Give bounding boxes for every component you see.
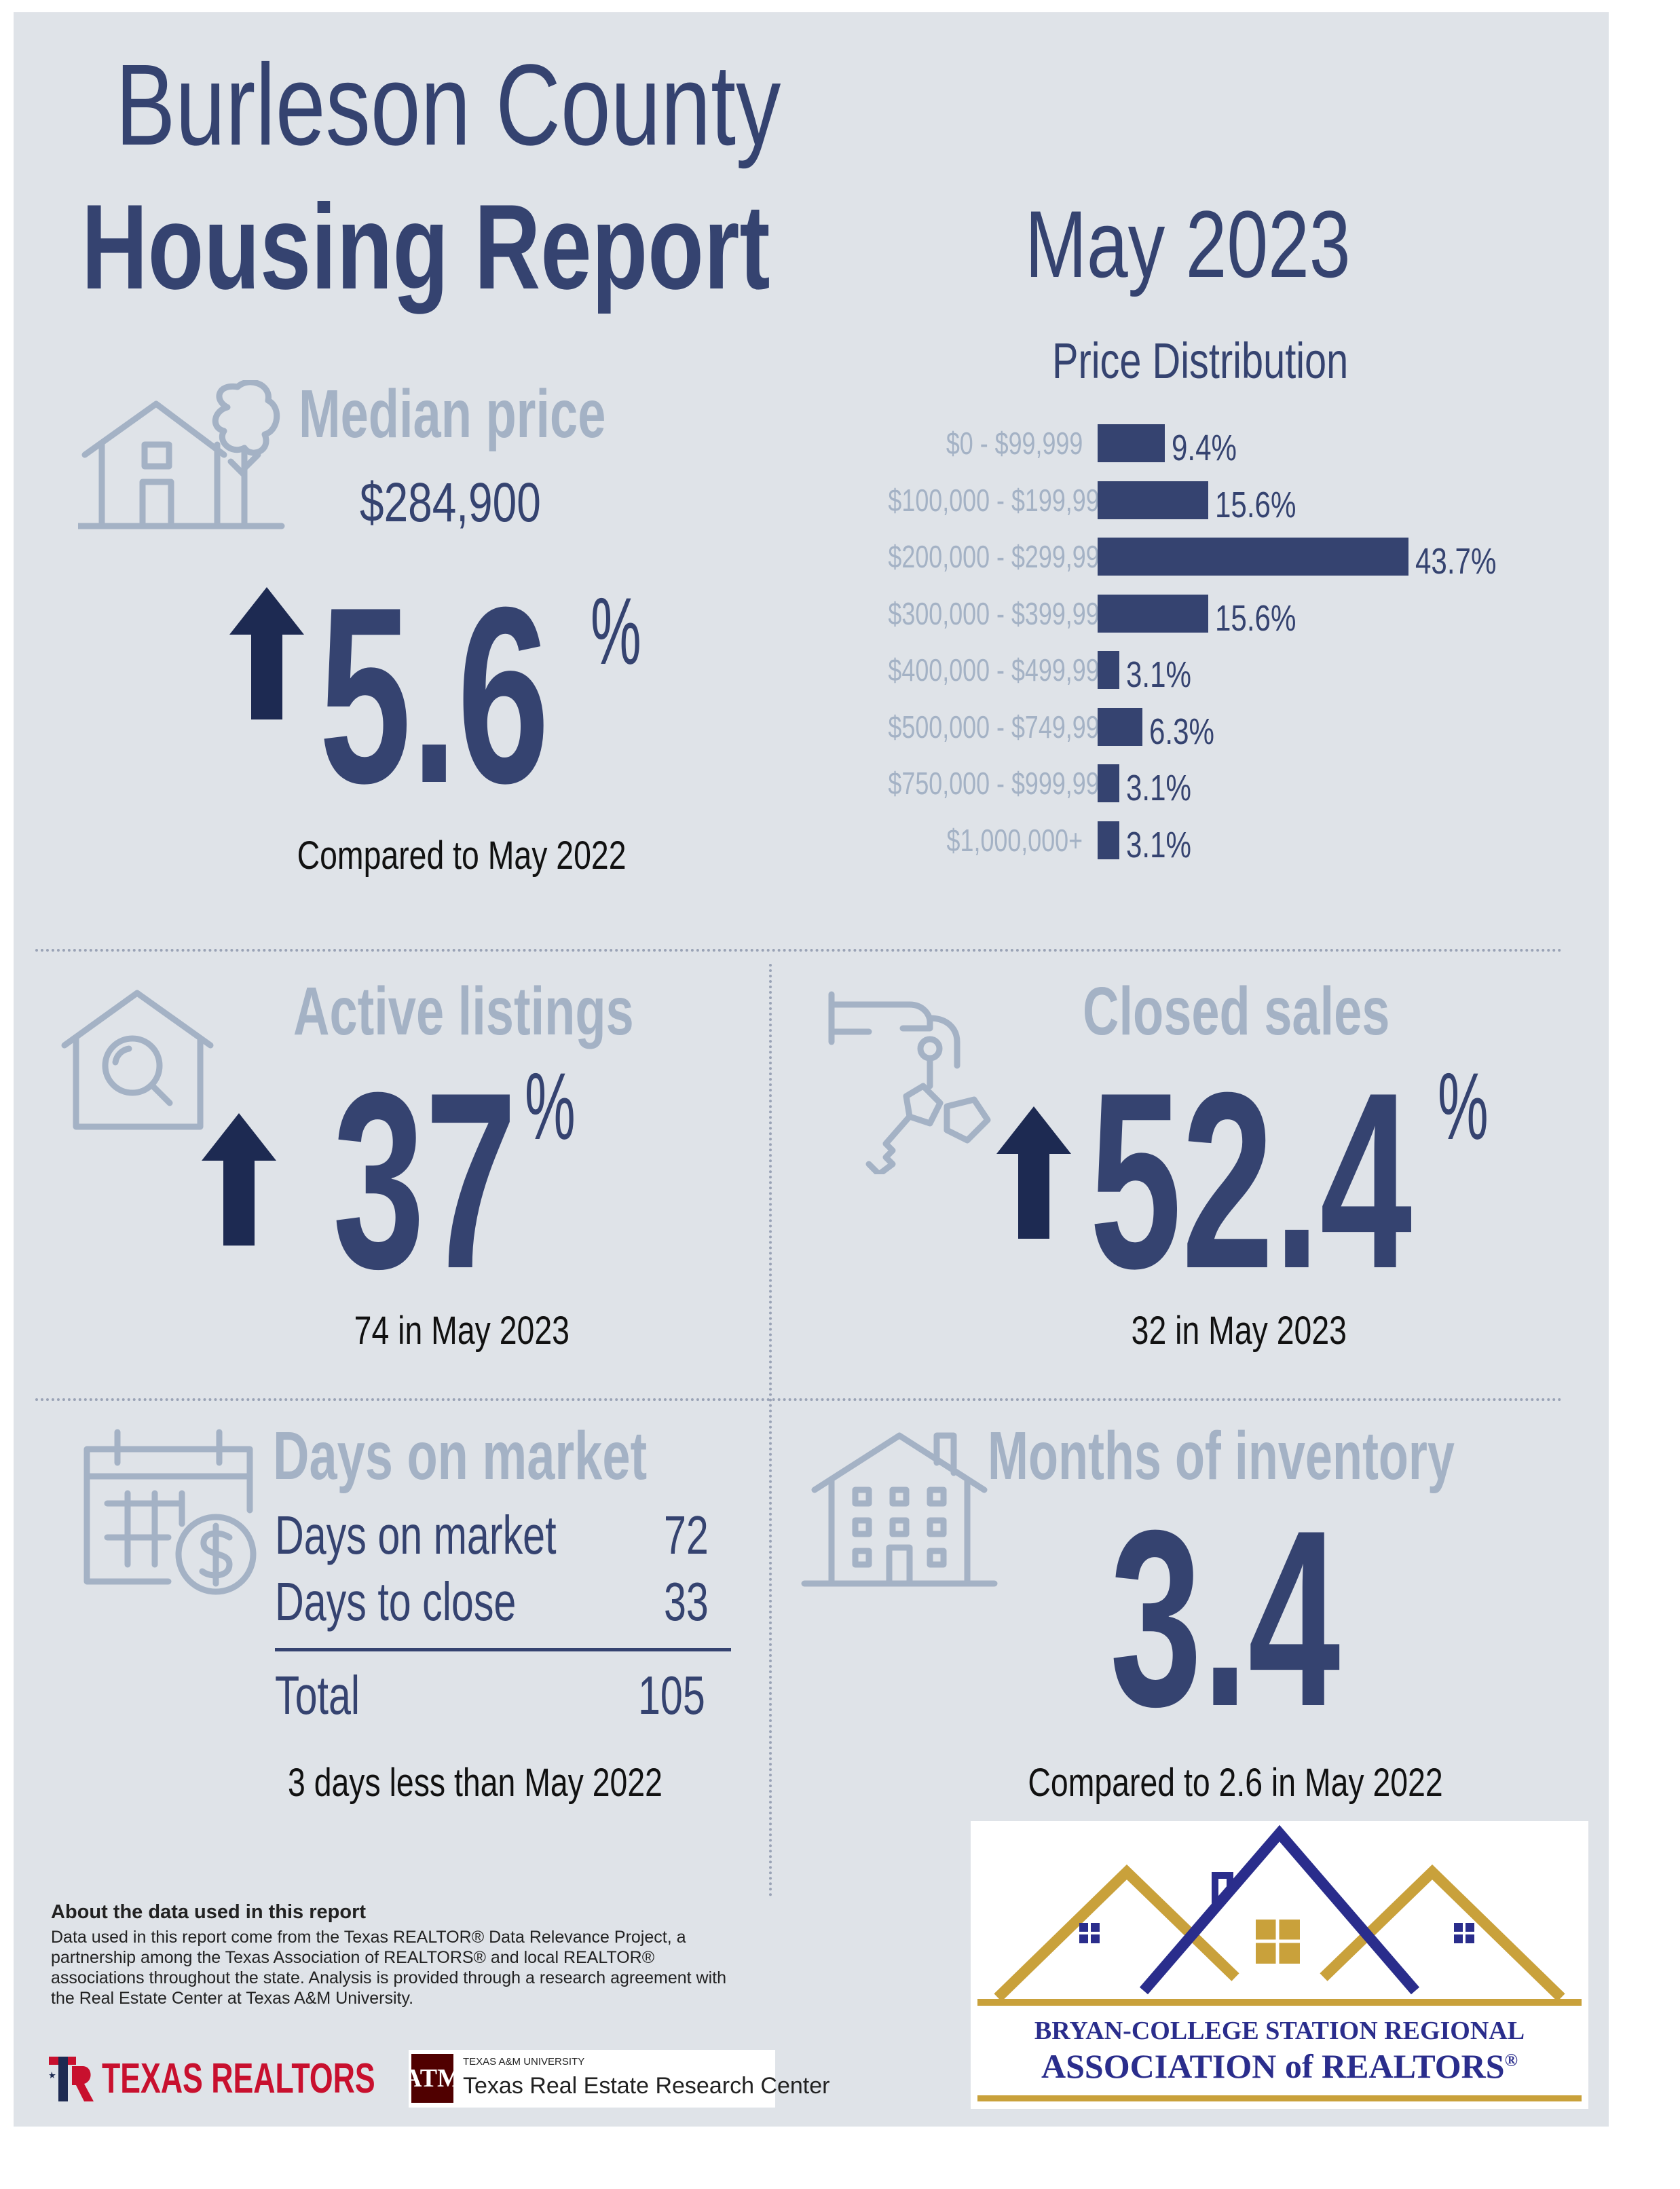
bcs-line2: ASSOCIATION of REALTORS® [971, 2049, 1588, 2083]
median-price-caption: Compared to May 2022 [297, 834, 627, 878]
divider-vertical [769, 964, 772, 1897]
arrow-up-icon [202, 1113, 276, 1246]
months-inventory-caption: Compared to 2.6 in May 2022 [1028, 1761, 1443, 1805]
days-on-market-value: 72 [664, 1505, 709, 1565]
active-listings-title: Active listings [293, 973, 634, 1049]
total-label: Total [275, 1665, 360, 1725]
house-tree-icon [78, 380, 285, 529]
bcs-line2-text: ASSOCIATION of REALTORS [1041, 2047, 1505, 2085]
house-search-icon [61, 990, 214, 1130]
report-sheet [14, 12, 1609, 2127]
svg-text:ATM: ATM [411, 2064, 453, 2093]
about-heading: About the data used in this report [51, 1901, 367, 1923]
report-month: May 2023 [1025, 191, 1351, 297]
bcs-line1: BRYAN-COLLEGE STATION REGIONAL [1034, 2017, 1525, 2045]
median-price-change: 5.6 [319, 555, 550, 836]
active-listings-change: 37 [333, 1041, 517, 1321]
months-inventory-value: 3.4 [1110, 1478, 1341, 1759]
days-on-market-title: Days on market [273, 1418, 648, 1494]
tamu-university-text: TEXAS A&M UNIVERSITY [463, 2056, 585, 2068]
divider-2 [35, 1398, 1563, 1401]
total-rule [275, 1648, 731, 1651]
bcs-association-logo: BRYAN-COLLEGE STATION REGIONAL ASSOCIATI… [971, 1821, 1588, 2109]
bcs-bottom-rule [977, 2095, 1582, 2101]
tamu-atm-icon: ATM [411, 2054, 453, 2103]
active-listings-percent: % [525, 1053, 576, 1159]
bcs-registered-mark: ® [1504, 2050, 1518, 2070]
bcs-houses-icon [977, 1825, 1582, 2006]
days-on-market-label: Days on market [275, 1505, 557, 1565]
tamu-logo: ATM TEXAS A&M UNIVERSITY Texas Real Esta… [409, 2050, 829, 2108]
median-price-percent: % [591, 578, 641, 684]
arrow-up-icon [996, 1106, 1071, 1239]
title-report: Housing Report [81, 179, 770, 314]
closed-sales-caption: 32 in May 2023 [1131, 1309, 1347, 1353]
days-on-market-caption: 3 days less than May 2022 [288, 1761, 662, 1805]
about-body: Data used in this report come from the T… [51, 1927, 727, 2008]
median-price-title: Median price [299, 376, 606, 452]
divider-1 [35, 949, 1563, 952]
days-to-close-label: Days to close [275, 1571, 517, 1632]
median-price-value: $284,900 [360, 472, 541, 534]
hand-keys-icon [828, 991, 991, 1174]
calendar-dollar-icon [83, 1429, 257, 1595]
about-section: About the data used in this report Data … [51, 1901, 743, 2008]
texas-realtors-logo-text: TEXAS REALTORS [102, 2055, 375, 2102]
tamu-center-text: Texas Real Estate Research Center [463, 2073, 830, 2099]
price-distribution-title: Price Distribution [1052, 333, 1349, 389]
days-to-close-value: 33 [664, 1571, 709, 1632]
title-county: Burleson County [115, 41, 781, 170]
closed-sales-change: 52.4 [1089, 1041, 1413, 1321]
arrow-up-icon [229, 587, 304, 719]
apartment-building-icon [801, 1432, 998, 1587]
months-inventory-title: Months of inventory [988, 1418, 1455, 1494]
closed-sales-percent: % [1438, 1053, 1489, 1159]
active-listings-caption: 74 in May 2023 [354, 1309, 570, 1353]
texas-realtors-logo-mark [49, 2057, 94, 2101]
total-value: 105 [638, 1665, 705, 1725]
closed-sales-title: Closed sales [1083, 973, 1390, 1049]
